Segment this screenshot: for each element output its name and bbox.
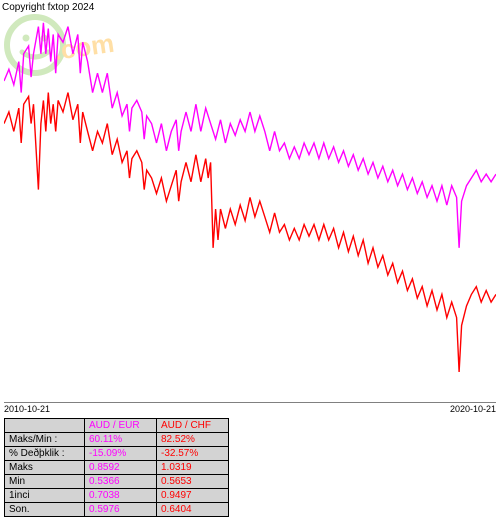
cell-aud-chf: 0.9497 [157, 489, 229, 503]
cell-aud-chf: -32.57% [157, 447, 229, 461]
table-row: Maks/Min :60.11%82.52% [5, 433, 229, 447]
table-row: 1inci0.70380.9497 [5, 489, 229, 503]
cell-aud-eur: 0.8592 [85, 461, 157, 475]
cell-aud-eur: AUD / EUR [85, 419, 157, 433]
line-chart [4, 15, 496, 403]
row-label [5, 419, 85, 433]
row-label: % Deðþklik : [5, 447, 85, 461]
cell-aud-eur: 0.7038 [85, 489, 157, 503]
cell-aud-eur: 0.5976 [85, 503, 157, 517]
stats-table: AUD / EURAUD / CHFMaks/Min :60.11%82.52%… [4, 418, 229, 517]
x-axis-start: 2010-10-21 [4, 404, 50, 414]
chart-area [4, 15, 496, 403]
cell-aud-chf: 0.6404 [157, 503, 229, 517]
cell-aud-eur: 60.11% [85, 433, 157, 447]
series-line [4, 93, 496, 372]
series-line [4, 23, 496, 248]
table-row: Son.0.59760.6404 [5, 503, 229, 517]
cell-aud-eur: -15.09% [85, 447, 157, 461]
cell-aud-eur: 0.5366 [85, 475, 157, 489]
cell-aud-chf: 1.0319 [157, 461, 229, 475]
row-label: Son. [5, 503, 85, 517]
x-axis-end: 2020-10-21 [450, 404, 496, 414]
cell-aud-chf: AUD / CHF [157, 419, 229, 433]
row-label: 1inci [5, 489, 85, 503]
table-row: Maks0.85921.0319 [5, 461, 229, 475]
row-label: Min [5, 475, 85, 489]
table-row: AUD / EURAUD / CHF [5, 419, 229, 433]
table-row: % Deðþklik :-15.09%-32.57% [5, 447, 229, 461]
cell-aud-chf: 82.52% [157, 433, 229, 447]
table-row: Min0.53660.5653 [5, 475, 229, 489]
row-label: Maks [5, 461, 85, 475]
row-label: Maks/Min : [5, 433, 85, 447]
cell-aud-chf: 0.5653 [157, 475, 229, 489]
